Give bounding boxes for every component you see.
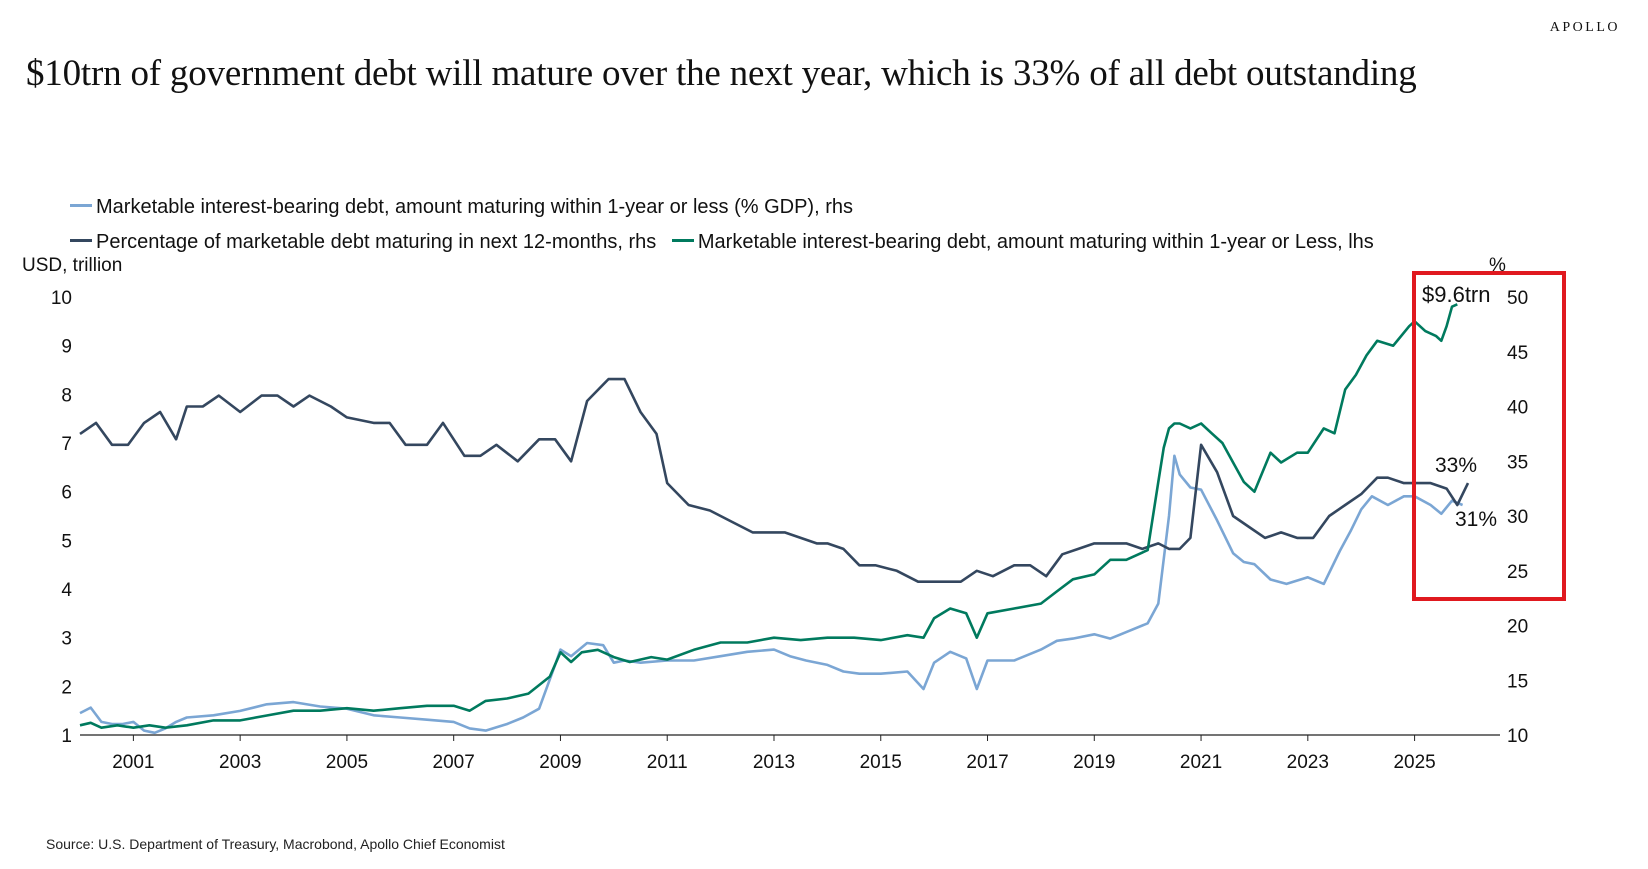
y-right-tick-label: 15 bbox=[1507, 671, 1528, 692]
ticks-group: 2001 2003 2005 2007 2009 2011 2013 2015 2017 2019… bbox=[51, 288, 1528, 773]
legend-swatch-amount-maturing bbox=[671, 239, 694, 243]
y-right-tick-label: 10 bbox=[1507, 726, 1528, 747]
x-tick-label: 2017 bbox=[966, 752, 1008, 773]
y-right-tick-label: 40 bbox=[1507, 398, 1528, 419]
y-left-tick-label: 5 bbox=[61, 531, 72, 552]
legend-item-gdp-share: Marketable interest-bearing debt, amount… bbox=[70, 196, 853, 219]
x-tick-label: 2011 bbox=[647, 752, 688, 773]
y-right-tick-label: 20 bbox=[1507, 617, 1528, 638]
series-line-pct-maturing bbox=[79, 377, 1470, 584]
y-right-tick-label: 35 bbox=[1507, 452, 1528, 473]
x-tick-label: 2025 bbox=[1393, 752, 1435, 773]
legend-swatch-pct-maturing bbox=[70, 239, 92, 243]
legend-label-gdp-share: Marketable interest-bearing debt, amount… bbox=[96, 196, 853, 218]
legend-label-amount-maturing: Marketable interest-bearing debt, amount… bbox=[697, 231, 1374, 253]
brand-logo: APOLLO bbox=[1549, 20, 1620, 35]
y-right-tick-label: 50 bbox=[1507, 288, 1528, 309]
annotation-33-percent: 33% bbox=[1435, 454, 1477, 477]
legend-item-pct-maturing: Percentage of marketable debt maturing i… bbox=[70, 231, 656, 254]
y-left-tick-label: 6 bbox=[61, 483, 72, 504]
highlight-box bbox=[1412, 271, 1566, 601]
source-note: Source: U.S. Department of Treasury, Mac… bbox=[46, 836, 505, 852]
series-line-amount-maturing bbox=[79, 303, 1458, 730]
series-group bbox=[79, 303, 1470, 735]
series-line-gdp-share bbox=[79, 454, 1464, 735]
y-left-tick-label: 1 bbox=[61, 726, 72, 747]
y-right-tick-label: 25 bbox=[1507, 562, 1528, 583]
y-left-tick-label: 9 bbox=[61, 337, 72, 358]
x-tick-label: 2009 bbox=[539, 752, 581, 773]
x-tick-label: 2005 bbox=[326, 752, 368, 773]
x-tick-label: 2015 bbox=[860, 752, 902, 773]
legend-row-2: Percentage of marketable debt maturing i… bbox=[70, 231, 1384, 254]
x-tick-label: 2007 bbox=[433, 752, 475, 773]
x-tick-label: 2021 bbox=[1180, 752, 1222, 773]
annotation-31-percent: 31% bbox=[1455, 508, 1497, 531]
page-title: $10trn of government debt will mature ov… bbox=[26, 53, 1417, 94]
annotation-9-6trn: $9.6trn bbox=[1422, 282, 1491, 307]
y-right-tick-label: 30 bbox=[1507, 507, 1528, 528]
y-left-tick-label: 3 bbox=[61, 629, 72, 650]
legend-row-1: Marketable interest-bearing debt, amount… bbox=[70, 196, 863, 219]
y-left-tick-label: 2 bbox=[61, 677, 72, 698]
y-left-tick-label: 10 bbox=[51, 288, 72, 309]
x-tick-label: 2003 bbox=[219, 752, 261, 773]
x-tick-label: 2013 bbox=[753, 752, 795, 773]
y-left-tick-label: 4 bbox=[61, 580, 72, 601]
y-left-tick-label: 8 bbox=[61, 385, 72, 406]
x-tick-label: 2019 bbox=[1073, 752, 1115, 773]
legend-label-pct-maturing: Percentage of marketable debt maturing i… bbox=[96, 231, 657, 253]
left-axis-title: USD, trillion bbox=[22, 255, 123, 276]
legend-item-amount-maturing: Marketable interest-bearing debt, amount… bbox=[671, 231, 1374, 254]
y-left-tick-label: 7 bbox=[61, 434, 72, 455]
x-tick-label: 2023 bbox=[1287, 752, 1329, 773]
legend-swatch-gdp-share bbox=[70, 204, 92, 208]
y-right-tick-label: 45 bbox=[1507, 343, 1528, 364]
x-tick-label: 2001 bbox=[112, 752, 154, 773]
right-axis-title: % bbox=[1489, 255, 1506, 276]
